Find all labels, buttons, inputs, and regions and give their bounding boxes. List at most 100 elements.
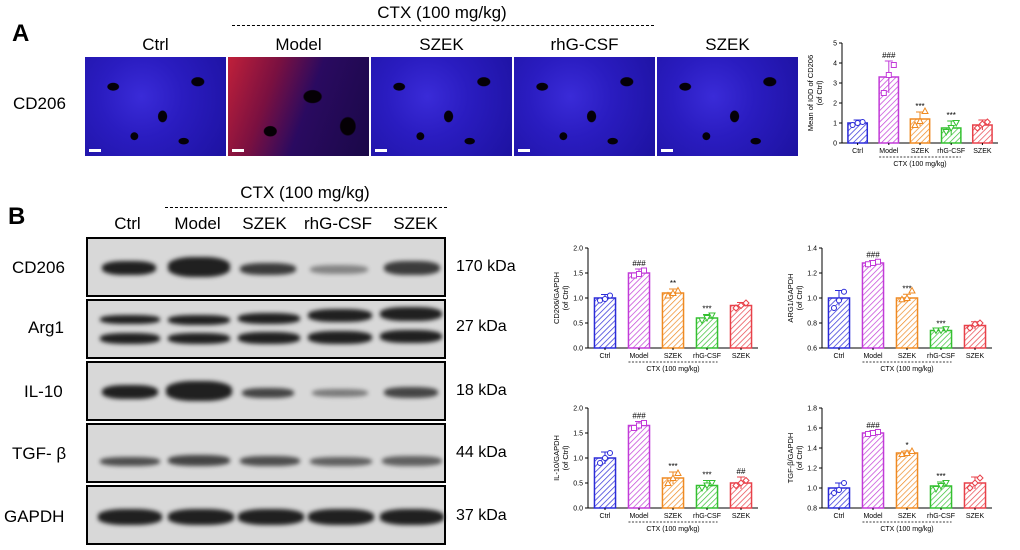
data-point — [903, 448, 911, 456]
data-point — [932, 327, 940, 335]
panel-b-label-szek-2: SZEK — [393, 214, 438, 233]
y-tick-label: 3 — [833, 81, 837, 88]
data-point — [698, 317, 706, 325]
data-point — [597, 460, 603, 466]
y-tick-label: 0.6 — [807, 346, 817, 353]
data-point — [921, 106, 929, 114]
data-point — [698, 485, 706, 493]
data-point — [841, 480, 847, 486]
panel-b-label-ctrl: Ctrl — [114, 214, 141, 233]
micrograph-ctrl — [85, 57, 226, 156]
bar — [861, 262, 885, 349]
y-tick-label: 1.6 — [807, 426, 817, 433]
data-point — [732, 304, 740, 312]
data-point — [836, 297, 842, 304]
data-point — [942, 326, 950, 334]
scale-bar — [375, 149, 387, 152]
panel-b-letter: B — [8, 203, 26, 230]
bar — [895, 297, 919, 349]
y-tick-label: 0.5 — [573, 321, 583, 328]
significance-label: ### — [866, 251, 880, 260]
data-point — [908, 286, 916, 294]
significance-label: * — [905, 441, 908, 450]
scale-bar — [232, 149, 244, 152]
category-label: Ctrl — [834, 513, 845, 520]
significance-label: ** — [670, 279, 676, 288]
data-point — [732, 481, 740, 490]
blot-cd206 — [86, 237, 446, 297]
category-label: Model — [629, 513, 649, 520]
scale-bar — [661, 149, 673, 152]
blot-band — [168, 509, 234, 525]
data-point — [636, 271, 642, 277]
blot-band — [380, 509, 444, 525]
data-point — [875, 429, 881, 435]
y-tick-label: 1.2 — [807, 466, 817, 473]
blot-band — [168, 315, 230, 325]
category-label: Ctrl — [600, 353, 611, 360]
category-label: SZEK — [898, 353, 917, 360]
blot-band — [308, 309, 372, 322]
data-point — [607, 450, 613, 456]
blot-band — [102, 385, 158, 399]
y-tick-label: 0.0 — [573, 346, 583, 353]
significance-label: *** — [936, 319, 945, 328]
weight-arg1: 27 kDa — [456, 318, 507, 335]
category-label: rhG-CSF — [937, 148, 965, 155]
panel-b-treatment-header: CTX (100 mg/kg) — [240, 183, 370, 202]
y-tick-label: 1.2 — [807, 271, 817, 278]
category-label: rhG-CSF — [693, 513, 721, 520]
y-axis-label: CD206/GAPDH(of Ctrl) — [552, 272, 570, 324]
y-tick-label: 1.0 — [573, 296, 583, 303]
category-label: SZEK — [966, 513, 985, 520]
category-label: SZEK — [898, 513, 917, 520]
bar — [593, 297, 617, 349]
blot-band — [384, 261, 440, 275]
blot-gapdh — [86, 485, 446, 545]
data-point — [602, 296, 608, 302]
data-point — [742, 476, 750, 485]
scale-bar — [89, 149, 101, 152]
bar — [593, 457, 617, 509]
weight-il10: 18 kDa — [456, 382, 507, 399]
category-label: SZEK — [664, 353, 683, 360]
data-point — [875, 258, 881, 265]
panel-a-label-szek-2: SZEK — [705, 35, 750, 54]
data-point — [971, 479, 979, 487]
panel-b-label-rhgcsf: rhG-CSF — [304, 214, 372, 233]
bar — [695, 317, 719, 349]
y-axis-label: IL-10/GAPDH(of Ctrl) — [552, 435, 570, 481]
y-tick-label: 0.0 — [573, 506, 583, 513]
data-point — [865, 261, 871, 268]
category-label: Ctrl — [852, 148, 863, 155]
category-label: SZEK — [664, 513, 683, 520]
blot-band — [242, 388, 294, 398]
bar — [627, 272, 651, 349]
chart-a: 0 1 2 3 4 5 Mean of IOD of CD206(of Ctrl) Ctrl #… — [806, 41, 998, 168]
data-point — [870, 260, 876, 266]
data-point — [937, 483, 945, 491]
y-axis-label: TGF-β/GAPDH(of Ctrl) — [786, 433, 804, 484]
data-point — [737, 479, 745, 487]
weight-tgfb: 44 kDa — [456, 444, 507, 461]
bar — [895, 452, 919, 509]
data-point — [870, 430, 876, 436]
significance-label: *** — [668, 462, 677, 471]
data-point — [703, 482, 711, 490]
y-tick-label: 1.0 — [573, 456, 583, 463]
data-point — [908, 446, 916, 454]
blot-band — [384, 387, 438, 398]
micrograph-rhgcsf — [514, 57, 655, 156]
chart-b2: 0.6 0.8 1.0 1.2 1.4 ARG1/GAPDH(of Ctrl) Ctrl ##… — [786, 246, 992, 373]
blot-band — [308, 509, 374, 525]
data-point — [664, 291, 672, 299]
data-point — [669, 288, 677, 296]
y-tick-label: 2.0 — [573, 246, 583, 253]
y-tick-label: 1.5 — [573, 431, 583, 438]
data-point — [641, 267, 647, 274]
data-point — [916, 116, 924, 124]
data-point — [952, 120, 961, 128]
panel-a-label-model: Model — [275, 35, 322, 54]
category-label: Model — [629, 353, 649, 360]
bar — [627, 424, 651, 509]
